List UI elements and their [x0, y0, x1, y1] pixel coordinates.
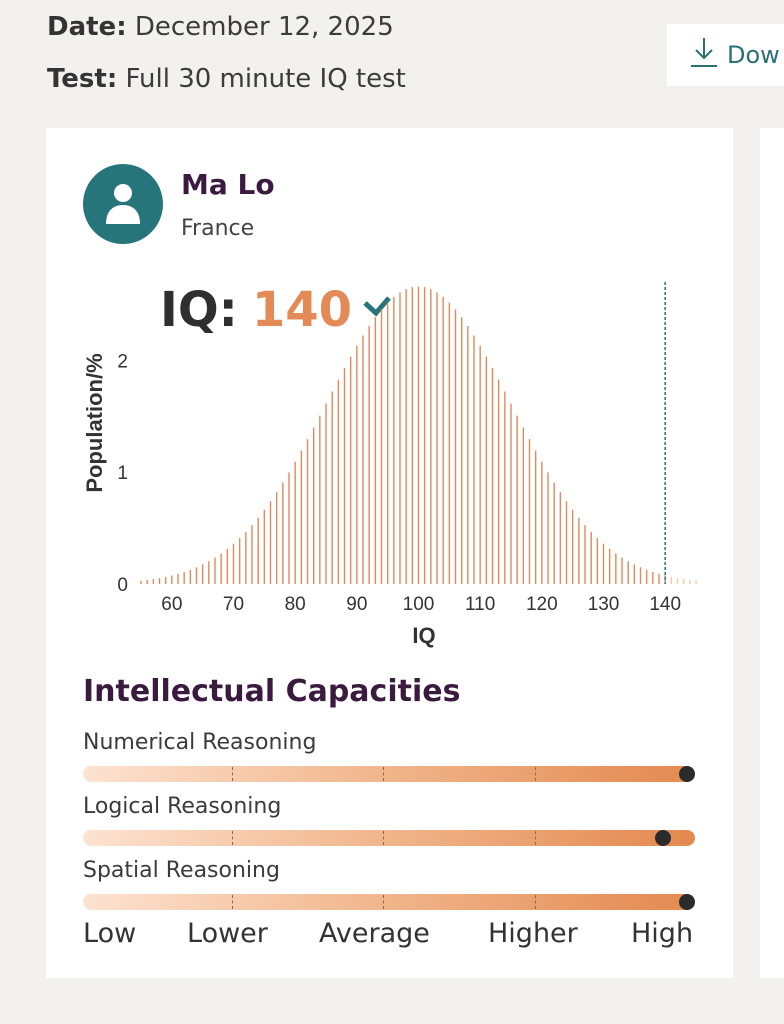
x-tick-label: 100: [403, 594, 435, 615]
scale-label-high: High: [631, 918, 694, 949]
y-axis-label: Population/%: [82, 353, 107, 492]
y-tick-label: 2: [117, 351, 128, 372]
result-card: Ma Lo France IQ: 140 60 70 80 90 100 110 120 13…: [46, 128, 733, 978]
scale-label-higher: Higher: [488, 918, 578, 949]
download-icon: [689, 36, 719, 74]
scale-divider: [383, 895, 386, 909]
capacities-title: Intellectual Capacities: [83, 674, 461, 709]
report-test: Test: Full 30 minute IQ test: [47, 64, 406, 94]
x-tick-label: 130: [588, 594, 620, 615]
x-tick-label: 70: [223, 594, 244, 615]
x-tick-label: 90: [346, 594, 367, 615]
capacity-bar: [83, 830, 695, 846]
capacity-scale: Low Lower Average Higher High: [83, 918, 695, 952]
capacity-bar: [83, 766, 695, 782]
scale-divider: [383, 767, 386, 781]
y-tick-label: 0: [117, 575, 128, 596]
iq-label: IQ:: [160, 282, 238, 338]
test-label: Test:: [47, 64, 118, 94]
scale-divider: [535, 831, 538, 845]
date-label: Date:: [47, 12, 127, 42]
capacity-label: Logical Reasoning: [83, 794, 282, 819]
y-tick-label: 1: [117, 463, 128, 484]
date-value: December 12, 2025: [134, 12, 394, 42]
x-tick-label: 60: [161, 594, 182, 615]
user-name: Ma Lo: [181, 168, 275, 201]
iq-score: IQ: 140: [160, 282, 392, 338]
scale-divider: [383, 831, 386, 845]
scale-label-low: Low: [83, 918, 137, 949]
download-button[interactable]: Dow: [667, 24, 784, 86]
x-tick-label: 120: [526, 594, 558, 615]
capacity-label: Spatial Reasoning: [83, 858, 280, 883]
iq-value: 140: [251, 282, 353, 338]
capacity-level-marker: [679, 766, 695, 782]
test-value: Full 30 minute IQ test: [125, 64, 406, 94]
capacity-level-marker: [679, 894, 695, 910]
user-icon: [106, 184, 140, 224]
x-tick-label: 110: [465, 594, 495, 615]
x-tick-label: 140: [649, 594, 681, 615]
x-axis-label: IQ: [412, 623, 435, 648]
scale-divider: [232, 831, 235, 845]
capacity-bar: [83, 894, 695, 910]
download-label: Dow: [727, 41, 780, 69]
scale-label-lower: Lower: [187, 918, 268, 949]
scale-divider: [535, 767, 538, 781]
report-date: Date: December 12, 2025: [47, 12, 394, 42]
scale-divider: [232, 767, 235, 781]
scale-label-average: Average: [319, 918, 430, 949]
check-icon: [362, 273, 392, 329]
next-card-edge: [760, 128, 784, 978]
capacity-level-marker: [655, 830, 672, 846]
x-tick-label: 80: [285, 594, 306, 615]
capacity-label: Numerical Reasoning: [83, 730, 317, 755]
avatar: [83, 164, 163, 244]
scale-divider: [232, 895, 235, 909]
user-country: France: [181, 216, 255, 241]
scale-divider: [535, 895, 538, 909]
